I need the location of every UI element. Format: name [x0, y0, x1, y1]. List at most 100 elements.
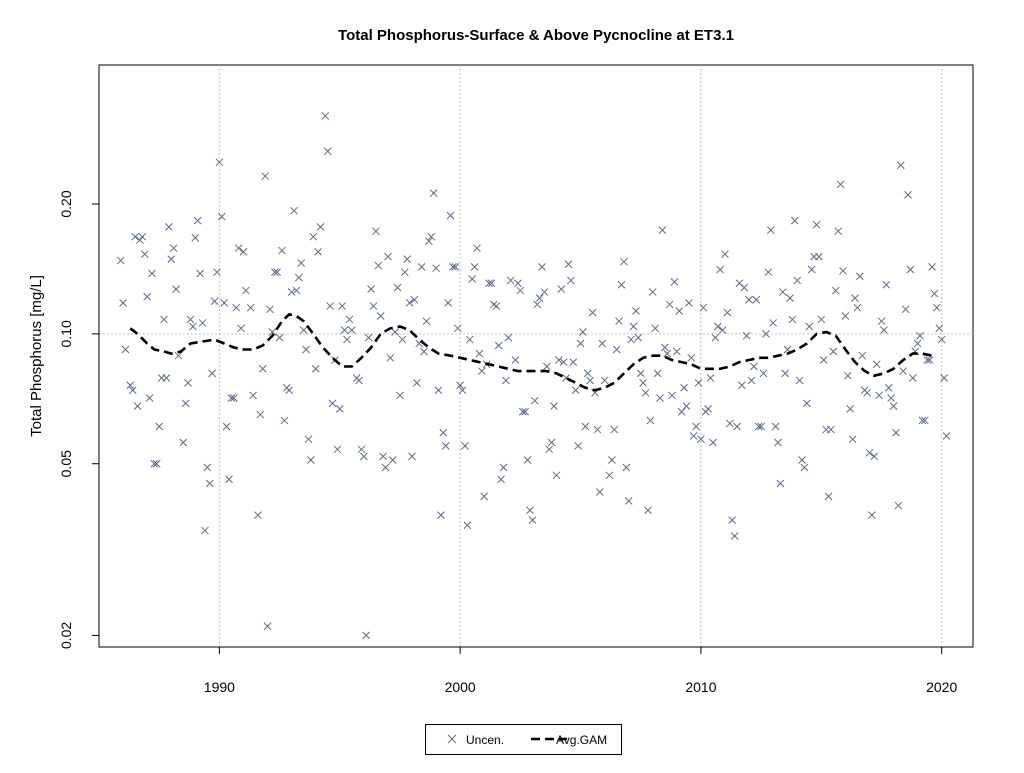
data-point — [747, 376, 756, 385]
data-point — [641, 388, 650, 397]
data-point-stroke — [179, 438, 188, 447]
data-point — [694, 378, 703, 387]
data-point — [665, 300, 674, 309]
data-point — [502, 376, 510, 385]
data-point-stroke — [140, 250, 149, 259]
data-point-stroke — [333, 445, 342, 454]
data-point — [925, 356, 934, 364]
data-point — [449, 263, 457, 271]
data-point-stroke — [542, 362, 551, 371]
data-point — [362, 631, 371, 640]
data-point — [790, 216, 799, 225]
data-point-stroke — [805, 322, 814, 331]
data-point-stroke — [355, 376, 363, 385]
data-point — [254, 511, 262, 520]
data-point — [757, 422, 765, 431]
data-point-stroke — [526, 506, 534, 515]
data-point — [781, 369, 790, 378]
data-point — [396, 391, 404, 400]
data-point — [131, 232, 139, 241]
data-point — [427, 232, 436, 241]
data-point-stroke — [340, 326, 349, 335]
data-point-stroke — [314, 247, 322, 256]
data-point-stroke — [665, 300, 674, 309]
data-point — [709, 438, 717, 447]
data-point — [713, 322, 722, 331]
data-point — [600, 376, 609, 385]
y-axis: 0.02 0.05 0.10 0.20 — [58, 190, 100, 649]
data-point — [217, 212, 226, 221]
data-point — [290, 206, 298, 215]
data-point — [432, 264, 440, 273]
chart-title: Total Phosphorus-Surface & Above Pycnocl… — [338, 27, 734, 44]
data-point — [687, 353, 696, 362]
data-point-stroke — [819, 356, 828, 364]
data-point — [258, 364, 267, 373]
data-point-stroke — [677, 407, 686, 416]
data-point-stroke — [196, 269, 204, 278]
data-point — [140, 250, 149, 259]
data-point-stroke — [627, 335, 635, 344]
data-point — [328, 399, 337, 408]
data-point-stroke — [169, 244, 178, 253]
data-point-stroke — [682, 402, 691, 410]
data-point — [788, 315, 797, 324]
data-point-stroke — [456, 381, 465, 390]
data-point-stroke — [865, 448, 874, 457]
data-point-stroke — [574, 442, 582, 450]
data-point-stroke — [747, 376, 756, 385]
y-tick-label: 0.20 — [58, 190, 74, 217]
data-point-stroke — [273, 268, 282, 277]
data-point-stroke — [908, 374, 917, 382]
data-point — [121, 345, 130, 354]
data-point-stroke — [468, 275, 477, 283]
data-point-stroke — [581, 422, 590, 431]
data-point-stroke — [889, 402, 898, 410]
data-point-stroke — [923, 356, 932, 364]
data-point — [193, 216, 202, 225]
data-point-stroke — [564, 260, 573, 269]
data-point — [184, 378, 192, 387]
data-point — [855, 272, 864, 281]
data-point-stroke — [757, 422, 765, 431]
data-point — [798, 456, 806, 464]
data-point-stroke — [634, 333, 643, 342]
data-point-stroke — [788, 315, 797, 324]
data-point-stroke — [853, 303, 862, 312]
data-point — [379, 452, 387, 461]
data-point — [942, 432, 951, 440]
data-point — [172, 285, 180, 293]
data-point — [497, 475, 505, 484]
data-point — [485, 279, 493, 288]
data-point-stroke — [208, 369, 217, 378]
data-point-stroke — [675, 307, 684, 315]
data-point — [704, 405, 713, 413]
data-point-stroke — [473, 244, 481, 253]
data-point-stroke — [641, 388, 650, 397]
data-point — [877, 317, 886, 326]
data-point — [138, 232, 147, 241]
data-point-stroke — [538, 263, 546, 271]
data-point-stroke — [386, 353, 395, 362]
data-point — [189, 322, 197, 331]
data-point — [800, 463, 809, 472]
data-point-stroke — [829, 347, 838, 356]
data-point-stroke — [239, 247, 248, 256]
data-point — [169, 244, 178, 253]
data-point — [372, 227, 380, 236]
data-point-stroke — [750, 362, 758, 371]
data-point — [569, 358, 578, 366]
data-point — [831, 286, 840, 295]
data-point-stroke — [232, 303, 241, 312]
data-point-stroke — [875, 391, 883, 400]
data-point — [682, 402, 691, 410]
data-point — [639, 378, 647, 387]
data-point-stroke — [928, 263, 936, 271]
data-point-stroke — [918, 416, 927, 425]
data-point-stroke — [880, 326, 888, 335]
data-point-stroke — [800, 463, 809, 472]
data-point — [338, 302, 347, 310]
data-point — [143, 292, 152, 301]
data-point-stroke — [449, 263, 457, 271]
data-point — [617, 280, 626, 289]
